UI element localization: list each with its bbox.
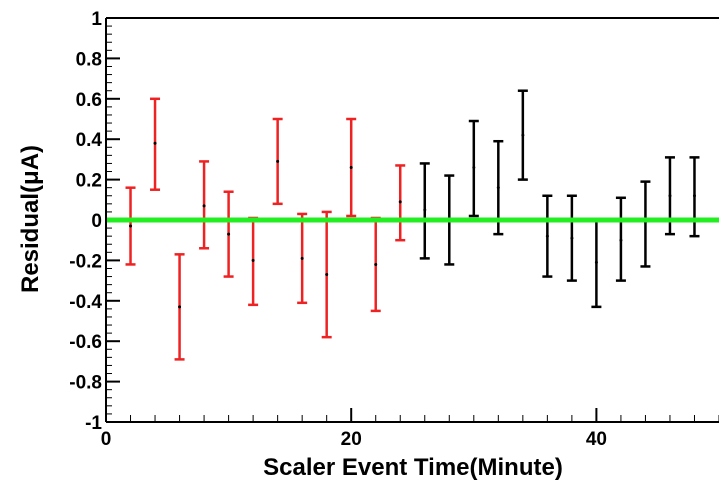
data-point	[570, 236, 574, 240]
x-tick-label: 40	[586, 429, 607, 450]
data-point	[619, 238, 623, 242]
data-point	[374, 262, 378, 266]
data-point	[325, 273, 329, 277]
data-point	[300, 256, 304, 260]
data-point	[398, 200, 402, 204]
y-tick-label: 0.2	[76, 171, 102, 192]
marks-layer	[107, 89, 719, 361]
y-tick-label: -0.8	[69, 373, 102, 394]
x-tick-label: 20	[341, 429, 362, 450]
y-tick-label: -0.6	[69, 332, 102, 353]
y-tick-label: -1	[85, 413, 102, 434]
data-point	[472, 165, 476, 169]
y-tick-label: -0.2	[69, 251, 102, 272]
x-tick-label: 0	[101, 429, 112, 450]
data-point	[153, 141, 157, 145]
data-point	[276, 159, 280, 163]
data-point	[521, 133, 525, 137]
y-tick-label: -0.4	[69, 292, 102, 313]
data-point	[129, 224, 133, 228]
data-point	[423, 208, 427, 212]
data-point	[178, 305, 182, 309]
y-tick-label: 0.4	[76, 130, 103, 151]
data-point	[349, 165, 353, 169]
y-axis-title: Residual(μA)	[17, 145, 44, 293]
y-tick-label: 0	[91, 211, 102, 232]
data-point	[251, 258, 255, 262]
y-tick-label: 1	[91, 9, 102, 30]
data-point	[496, 186, 500, 190]
data-point	[227, 232, 231, 236]
data-point	[668, 194, 672, 198]
x-axis-title: Scaler Event Time(Minute)	[263, 454, 563, 481]
labels-layer: Scaler Event Time(Minute) Residual(μA) -…	[17, 9, 607, 481]
y-tick-label: 0.6	[76, 90, 102, 111]
y-tick-label: 0.8	[76, 49, 102, 70]
data-point	[692, 194, 696, 198]
axes-layer	[105, 17, 719, 423]
data-point	[594, 260, 598, 264]
data-point	[545, 234, 549, 238]
data-point	[202, 204, 206, 208]
